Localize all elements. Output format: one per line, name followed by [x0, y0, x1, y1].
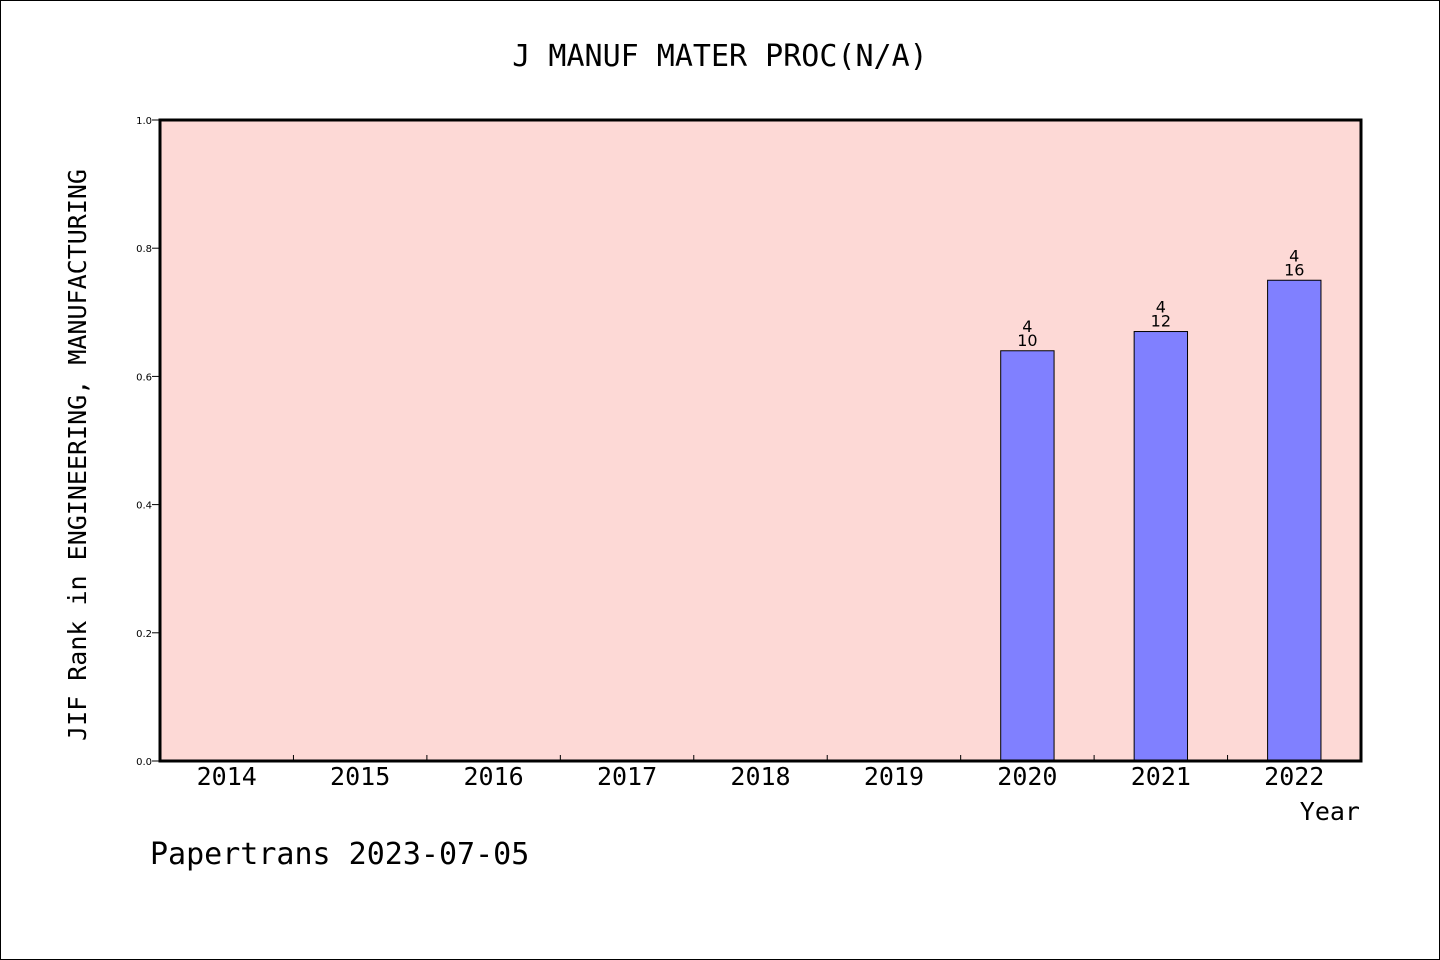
y-axis-label: JIF Rank in ENGINEERING, MANUFACTURING: [63, 169, 92, 741]
y-tick-label: 0.2: [136, 629, 152, 640]
y-tick-label: 0.0: [136, 757, 152, 768]
y-tick-label: 0.6: [136, 372, 152, 383]
plot-border: [158, 118, 1363, 763]
bar-2022: [1267, 279, 1322, 762]
x-tick-label: 2018: [730, 762, 790, 791]
ticks-layer: 0.0 0.2 0.4 0.6 0.8 1.0 2014 2015 2016 2017 2018 20…: [136, 116, 1324, 791]
x-tick-label: 2020: [997, 762, 1057, 791]
bar-label-bottom: 12: [1151, 312, 1171, 331]
bar-label-bottom: 16: [1284, 260, 1304, 279]
x-axis-label: Year: [1300, 797, 1360, 826]
x-tick-label: 2019: [864, 762, 924, 791]
bar-label-top: 4: [1156, 298, 1166, 317]
x-tick-label: 2016: [464, 762, 524, 791]
y-tick-label: 0.4: [136, 501, 152, 512]
bar-label-top: 4: [1022, 317, 1032, 336]
y-tick-label: 0.8: [136, 244, 152, 255]
x-tick-label: 2015: [330, 762, 390, 791]
footer-credit: Papertrans 2023-07-05: [150, 837, 529, 872]
bar-2021: [1133, 331, 1189, 762]
y-tick-label: 1.0: [136, 116, 152, 127]
x-tick-label: 2022: [1264, 762, 1324, 791]
chart-title: J MANUF MATER PROC(N/A): [512, 39, 927, 74]
bar-label-top: 4: [1289, 246, 1299, 265]
bar-2020: [1000, 350, 1055, 762]
x-tick-label: 2021: [1131, 762, 1191, 791]
bar-label-bottom: 10: [1017, 331, 1037, 350]
x-tick-label: 2014: [197, 762, 257, 791]
x-tick-label: 2017: [597, 762, 657, 791]
